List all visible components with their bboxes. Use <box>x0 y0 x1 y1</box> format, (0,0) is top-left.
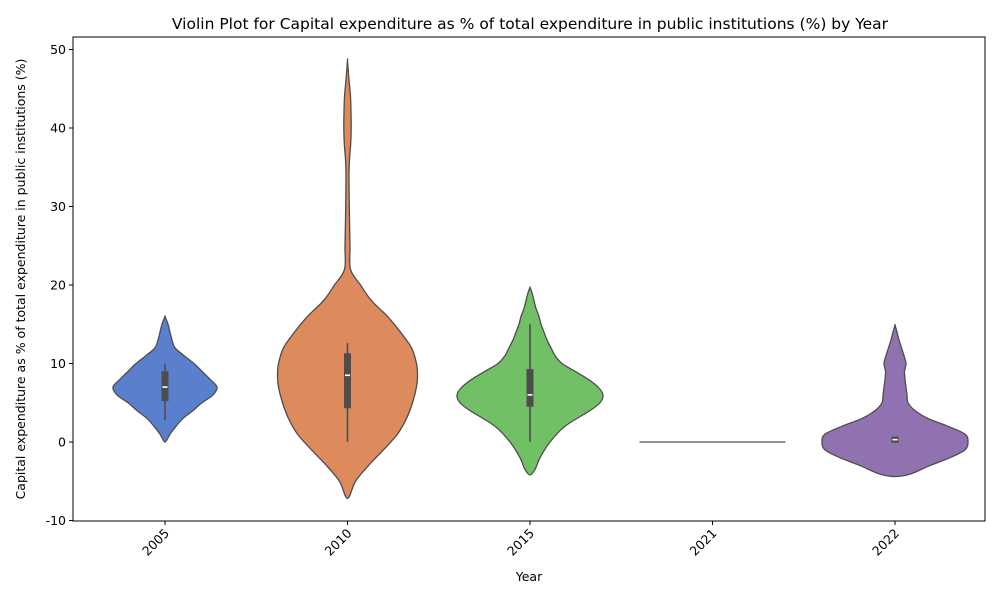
x-axis: 2005 2010 2015 2021 2022 <box>139 521 902 559</box>
y-tick-label: -10 <box>46 513 66 528</box>
violin-2005 <box>112 315 218 443</box>
y-axis: -10 0 10 20 30 40 50 <box>46 42 73 528</box>
y-tick-label: 50 <box>50 42 66 57</box>
violin-body <box>276 58 419 500</box>
violin-2015 <box>456 286 604 476</box>
violins-layer <box>112 58 969 500</box>
iqr-box <box>526 368 534 407</box>
y-tick-label: 10 <box>50 356 66 371</box>
y-axis-label: Capital expenditure as % of total expend… <box>13 59 28 500</box>
y-tick-label: 40 <box>50 121 66 136</box>
x-axis-label: Year <box>515 569 543 584</box>
plot-frame <box>72 36 986 522</box>
x-tick-label: 2022 <box>869 526 902 559</box>
violin-2010 <box>276 58 419 500</box>
x-tick-label: 2021 <box>687 526 720 559</box>
y-tick-label: 30 <box>50 199 66 214</box>
y-tick-label: 20 <box>50 278 66 293</box>
y-tick-label: 0 <box>58 435 66 450</box>
x-tick-label: 2010 <box>322 525 355 558</box>
x-tick-label: 2005 <box>139 526 172 559</box>
chart-title: Violin Plot for Capital expenditure as %… <box>172 15 889 33</box>
iqr-box <box>344 353 351 409</box>
violin-body <box>821 323 969 478</box>
x-tick-label: 2015 <box>504 526 537 559</box>
violin-2022 <box>821 323 969 478</box>
